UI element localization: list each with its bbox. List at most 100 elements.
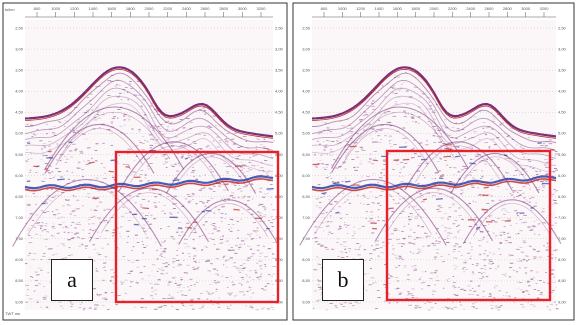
amplitude-streak: [172, 179, 180, 182]
diffraction-arc: [118, 141, 229, 192]
amplitude-streak: [423, 198, 428, 201]
depth-tick-label-right: 6,50: [275, 194, 284, 199]
sub-reflector: [311, 79, 557, 152]
depth-tick-label-left: 5,00: [15, 131, 24, 136]
depth-tick-label-left: 6,00: [15, 173, 24, 178]
deep-reflector-red: [311, 178, 557, 192]
depth-tick-label-right: 6,50: [558, 194, 567, 199]
depth-tick-label-right: 7,00: [558, 215, 567, 220]
highlight-box: [114, 150, 280, 304]
depth-tick-label-left: 4,50: [302, 110, 311, 115]
diffraction-arc-inner: [188, 203, 269, 238]
diffraction-arc: [12, 178, 162, 247]
trace-tick-label: 1600: [107, 6, 117, 11]
depth-tick-label-right: 4,00: [275, 89, 284, 94]
amplitude-streak: [57, 178, 65, 181]
deep-reflector-red: [24, 178, 274, 192]
depth-tick-label-right: 7,00: [275, 215, 284, 220]
trace-tick-label: 2000: [430, 6, 440, 11]
depth-tick-label-right: 8,50: [558, 278, 567, 283]
sub-reflector: [312, 72, 557, 143]
diffraction-arc-inner: [174, 156, 248, 188]
depth-tick-label-left: 6,50: [15, 194, 24, 199]
trace-tick-label: 800: [34, 6, 41, 11]
depth-tick-label-left: 9,00: [15, 299, 24, 304]
trace-tick-label: 2400: [466, 6, 476, 11]
diffraction-arc-inner: [129, 145, 218, 183]
depth-tick-label-right: 6,00: [558, 173, 567, 178]
amplitude-streak: [142, 207, 150, 210]
trace-tick-label: 1600: [393, 6, 403, 11]
sub-reflector: [24, 79, 274, 152]
depth-tick-label-left: 4,50: [15, 110, 24, 115]
diffraction-arc-inner: [459, 156, 531, 187]
trace-tick-label: 1000: [51, 6, 61, 11]
diffraction-arc: [165, 153, 257, 194]
sub-reflector: [311, 95, 557, 167]
sub-reflector: [311, 87, 557, 160]
depth-tick-label-right: 3,00: [275, 46, 284, 51]
amplitude-streak: [125, 166, 130, 168]
depth-tick-label-left: 4,00: [15, 89, 24, 94]
amplitude-streak: [481, 208, 489, 211]
trace-tick-label: 1200: [356, 6, 366, 11]
trace-tick-label: 1400: [375, 6, 385, 11]
depth-tick-label-right: 6,00: [275, 173, 284, 178]
depth-tick-label-right: 5,50: [275, 152, 284, 157]
depth-tick-label-right: 8,00: [275, 257, 284, 262]
amplitude-streak: [44, 168, 48, 170]
trace-tick-label: 3000: [521, 6, 531, 11]
amplitude-streak: [321, 192, 326, 195]
depth-tick-label-right: 4,50: [275, 110, 284, 115]
trace-tick-label: 2800: [503, 6, 513, 11]
depth-tick-label-left: 7,50: [302, 236, 311, 241]
amplitude-streak: [345, 180, 351, 183]
seismic-panel-b: 2,50 2,50 3,00 3,00 3,50 3,50 4,00 4,00 4,50 4,50…: [292, 2, 575, 321]
diffraction-arc-inner: [415, 145, 502, 183]
trace-tick-label: 2800: [219, 6, 229, 11]
seismic-noise-texture: [312, 71, 559, 311]
depth-tick-label-right: 2,50: [275, 25, 284, 30]
depth-tick-label-left: 8,50: [15, 278, 24, 283]
depth-tick-label-left: 7,00: [302, 215, 311, 220]
seafloor-reflector-red: [24, 68, 274, 139]
amplitude-streak: [108, 170, 114, 173]
trace-tick-label: 3200: [257, 6, 267, 11]
depth-tick-label-right: 8,00: [558, 257, 567, 262]
trace-tick-label: 2200: [163, 6, 173, 11]
depth-tick-label-left: 8,00: [15, 257, 24, 262]
depth-tick-label-left: 3,50: [302, 67, 311, 72]
amplitude-streak: [469, 162, 476, 165]
depth-tick-label-left: 8,00: [302, 257, 311, 262]
depth-tick-label-left: 2,50: [302, 25, 311, 30]
sub-reflector: [25, 72, 274, 143]
trace-tick-label: 1000: [338, 6, 348, 11]
sub-reflector: [24, 95, 274, 167]
corner-label-bottom: TWT ms: [5, 311, 20, 316]
seafloor-reflector: [311, 66, 557, 138]
diffraction-arc-inner: [101, 192, 197, 234]
trace-tick-label: 3200: [540, 6, 550, 11]
diffraction-arc: [178, 199, 279, 245]
seismic-image: [299, 20, 562, 311]
diffraction-arc: [331, 123, 440, 173]
depth-tick-label-left: 4,00: [302, 89, 311, 94]
depth-tick-label-right: 7,50: [275, 236, 284, 241]
trace-tick-label: 1200: [70, 6, 80, 11]
trace-tick-label: 2600: [485, 6, 495, 11]
diffraction-arc: [374, 187, 494, 242]
amplitude-streak: [335, 211, 340, 214]
trace-tick-label: 1400: [89, 6, 99, 11]
amplitude-streak: [233, 208, 240, 211]
diffraction-arc-inner: [58, 111, 171, 160]
diffraction-arc-inner: [472, 203, 552, 237]
corner-label-top: ts/km: [5, 7, 15, 12]
trace-tick-label: 1800: [126, 6, 136, 11]
amplitude-streak: [184, 157, 189, 160]
depth-tick-label-left: 6,50: [302, 194, 311, 199]
trace-tick-label: 2400: [182, 6, 192, 11]
depth-tick-label-right: 4,00: [558, 89, 567, 94]
trace-tick-label: 800: [321, 6, 328, 11]
diffraction-arc: [88, 187, 210, 243]
